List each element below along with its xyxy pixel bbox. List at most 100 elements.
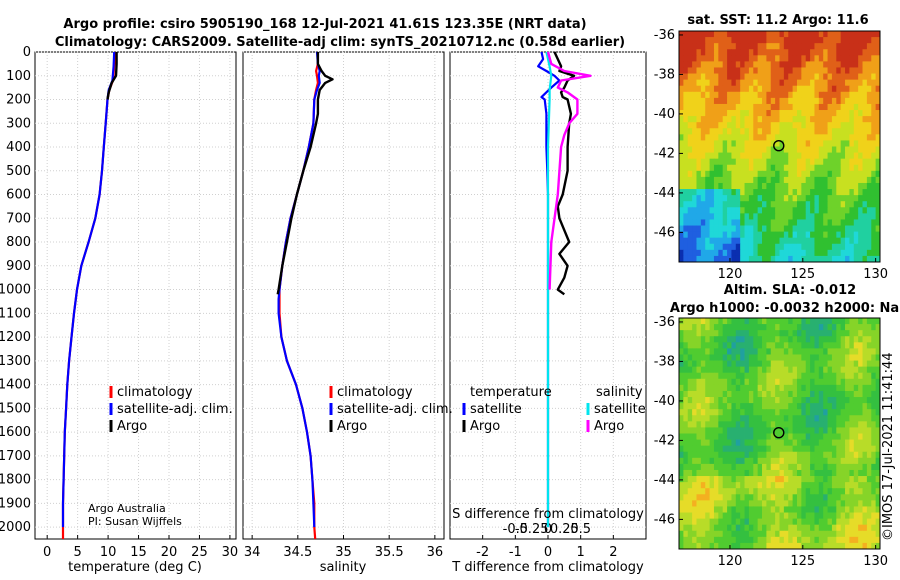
map-cell [836, 146, 842, 153]
map-cell [853, 49, 859, 56]
map-cell [757, 170, 763, 178]
map-cell [713, 463, 719, 471]
map-cell [827, 427, 833, 434]
map-cell [871, 342, 877, 349]
map-cell [823, 378, 828, 386]
map-cell [849, 457, 855, 465]
map-cell [840, 354, 846, 361]
map-cell [762, 536, 767, 544]
map-cell [827, 116, 833, 123]
map-cell [727, 542, 732, 550]
map-cell [788, 366, 794, 374]
map-cell [810, 255, 815, 263]
map-cell [779, 67, 785, 74]
map-cell [683, 116, 689, 123]
map-cell [731, 201, 737, 208]
map-cell [845, 49, 850, 56]
map-cell [687, 506, 693, 513]
map-cell [814, 207, 820, 214]
map-cell [849, 195, 855, 202]
map-cell [845, 409, 850, 416]
map-cell [827, 61, 833, 68]
map-cell [709, 433, 715, 440]
map-cell [827, 421, 833, 428]
map-cell [744, 439, 750, 447]
map-cell [788, 255, 794, 263]
map-cell [709, 512, 715, 520]
map-cell [858, 97, 863, 105]
map-cell [866, 457, 872, 465]
map-cell [853, 61, 859, 68]
map-cell [858, 536, 863, 544]
map-cell [875, 324, 881, 331]
map-cell [740, 110, 745, 117]
map-cell [775, 378, 780, 386]
map-cell [687, 390, 693, 398]
map-cell [687, 366, 693, 374]
map-cell [801, 146, 807, 153]
map-cell [858, 524, 863, 532]
map-cell [858, 451, 863, 459]
map-y-tick-label: -46 [654, 512, 675, 527]
map-cell [783, 342, 789, 349]
map-cell [727, 524, 732, 532]
map-cell [871, 91, 877, 99]
map-cell [718, 318, 724, 325]
map-cell [783, 439, 789, 447]
map-cell [801, 55, 807, 62]
map-cell [766, 237, 772, 245]
map-cell [875, 506, 881, 513]
map-cell [788, 403, 794, 410]
map-cell [875, 463, 881, 471]
map-cell [692, 542, 697, 550]
map-cell [779, 201, 785, 208]
map-cell [775, 488, 780, 495]
map-cell [796, 146, 802, 153]
map-cell [858, 170, 863, 178]
map-cell [796, 189, 802, 196]
map-cell [858, 360, 863, 368]
map-cell [858, 73, 863, 81]
map-cell [766, 372, 772, 380]
map-cell [700, 201, 706, 208]
map-cell [801, 116, 807, 123]
map-cell [722, 488, 728, 495]
map-cell [692, 97, 697, 105]
map-cell [753, 330, 759, 337]
map-cell [731, 378, 737, 386]
map-cell [744, 336, 750, 343]
figure-title-line2: Climatology: CARS2009. Satellite-adj cli… [55, 35, 625, 50]
map-cell [679, 207, 684, 214]
map-cell [783, 409, 789, 416]
map-cell [827, 330, 833, 337]
map-cell [836, 213, 842, 220]
map-cell [827, 457, 833, 465]
map-cell [727, 409, 732, 416]
map-cell [735, 31, 741, 38]
map-cell [858, 482, 863, 489]
map-cell [687, 219, 693, 226]
map-cell [818, 237, 824, 245]
map-cell [700, 360, 706, 368]
map-cell [727, 482, 732, 489]
map-cell [805, 49, 811, 56]
map-cell [818, 378, 824, 386]
map-cell [849, 378, 855, 386]
map-cell [814, 213, 820, 220]
map-cell [853, 67, 859, 74]
map-cell [858, 231, 863, 239]
map-cell [831, 360, 837, 368]
map-cell [849, 360, 855, 368]
map-cell [866, 55, 872, 62]
map-cell [779, 390, 785, 398]
map-cell [853, 518, 859, 526]
map-cell [827, 97, 833, 105]
map-cell [731, 237, 737, 245]
map-cell [810, 37, 815, 44]
map-cell [783, 488, 789, 495]
y-tick-label: 800 [6, 235, 31, 250]
map-cell [683, 542, 689, 550]
map-cell [687, 146, 693, 153]
map-cell [770, 324, 776, 331]
map-cell [840, 237, 846, 245]
